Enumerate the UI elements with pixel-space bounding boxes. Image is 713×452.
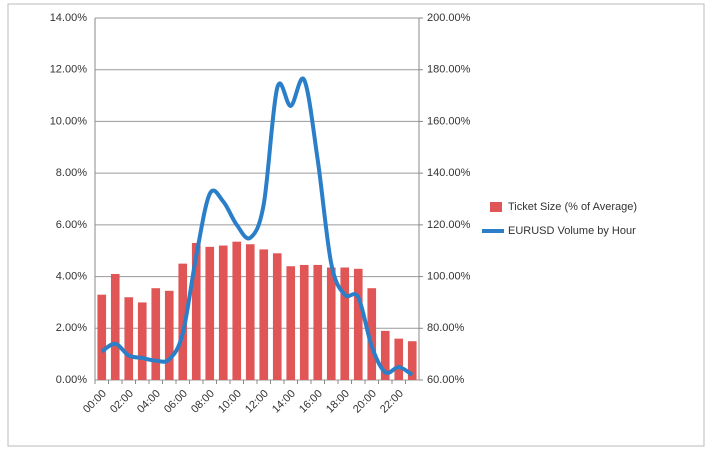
bar <box>205 246 215 380</box>
bar <box>124 297 134 380</box>
legend-label: EURUSD Volume by Hour <box>508 225 636 237</box>
bar <box>259 249 269 380</box>
bar <box>313 264 323 380</box>
bar <box>137 302 147 380</box>
bar <box>407 341 417 380</box>
line <box>100 76 414 377</box>
y2-tick-label: 180.00% <box>427 64 471 76</box>
bar <box>299 264 309 380</box>
bar <box>191 242 201 380</box>
y2-tick-label: 200.00% <box>427 12 471 24</box>
bar <box>97 294 107 380</box>
y-tick-label: 12.00% <box>50 64 88 76</box>
y-tick-label: 8.00% <box>56 167 87 179</box>
y-tick-label: 4.00% <box>56 270 87 282</box>
bar <box>326 267 336 380</box>
y2-tick-label: 80.00% <box>427 322 465 334</box>
bar <box>272 253 282 380</box>
bar <box>286 266 296 380</box>
bar <box>164 290 174 380</box>
y2-tick-label: 120.00% <box>427 219 471 231</box>
bar <box>232 241 242 380</box>
y-tick-label: 6.00% <box>56 219 87 231</box>
bar <box>340 267 350 380</box>
legend-swatch <box>490 202 502 212</box>
bar <box>394 338 404 380</box>
y-tick-label: 0.00% <box>56 374 87 386</box>
y-tick-label: 2.00% <box>56 322 87 334</box>
bar <box>151 288 161 380</box>
bar <box>353 268 363 380</box>
bar <box>367 288 377 380</box>
y2-tick-label: 60.00% <box>427 374 465 386</box>
bar <box>218 245 228 380</box>
y2-tick-label: 100.00% <box>427 270 471 282</box>
y-tick-label: 10.00% <box>50 115 88 127</box>
bar <box>178 263 188 380</box>
legend-label: Ticket Size (% of Average) <box>508 201 637 213</box>
y2-tick-label: 160.00% <box>427 115 471 127</box>
bar <box>245 244 255 380</box>
y-tick-label: 14.00% <box>50 12 88 24</box>
bar <box>380 330 390 380</box>
y2-tick-label: 140.00% <box>427 167 471 179</box>
bar <box>110 273 120 380</box>
